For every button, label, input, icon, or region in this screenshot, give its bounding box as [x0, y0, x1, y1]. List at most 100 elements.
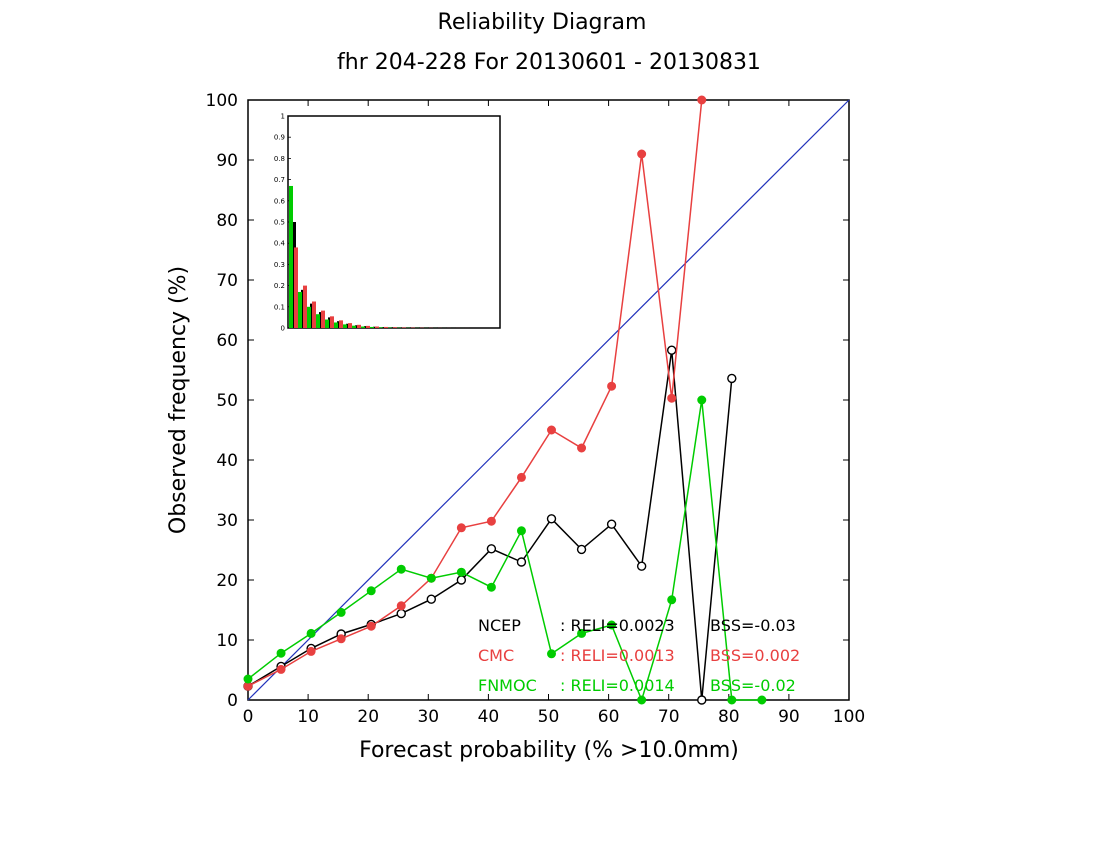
y-tick-label: 0 — [227, 691, 238, 711]
data-point-cmc — [396, 601, 406, 611]
inset-bar-cmc — [357, 324, 361, 328]
chart-subtitle: fhr 204-228 For 20130601 - 20130831 — [337, 50, 761, 75]
series-line-fnmoc — [247, 399, 762, 703]
inset-bar-cmc — [303, 285, 307, 328]
y-tick-label: 30 — [216, 511, 238, 531]
inset-y-tick-label: 0.2 — [274, 282, 285, 290]
data-point-cmc — [637, 149, 647, 159]
stats-reli-cmc: : RELI=0.0013 — [560, 646, 675, 665]
y-tick-label: 40 — [216, 451, 238, 471]
data-point-fnmoc — [456, 567, 466, 577]
stats-reli-ncep: : RELI=0.0023 — [560, 616, 675, 635]
inset-bar-fnmoc — [289, 185, 293, 328]
inset-y-tick-label: 1 — [281, 113, 285, 121]
y-tick-label: 70 — [216, 271, 238, 291]
inset-bar-fnmoc — [316, 314, 320, 328]
data-point-cmc — [336, 634, 346, 644]
x-tick-label: 60 — [598, 707, 620, 727]
inset-y-tick-label: 0.3 — [274, 261, 285, 269]
inset-y-tick-label: 0.5 — [274, 219, 285, 227]
x-tick-label: 50 — [538, 707, 560, 727]
inset-bar-cmc — [375, 326, 379, 328]
data-point-ncep — [396, 608, 406, 619]
data-point-fnmoc — [577, 628, 587, 638]
inset-y-tick-label: 0.1 — [274, 303, 285, 311]
y-tick-label: 80 — [216, 211, 238, 231]
data-point-fnmoc — [276, 648, 286, 658]
inset-bar-fnmoc — [352, 325, 356, 328]
x-axis-label: Forecast probability (% >10.0mm) — [359, 738, 739, 763]
x-tick-label: 20 — [357, 707, 379, 727]
inset-bar-cmc — [312, 301, 316, 328]
data-point-ncep — [456, 575, 467, 585]
inset-bar-cmc — [321, 310, 325, 328]
stats-reli-fnmoc: : RELI=0.0014 — [560, 676, 675, 695]
inset-bar-cmc — [384, 326, 388, 328]
data-point-cmc — [456, 523, 466, 533]
x-tick-label: 0 — [243, 707, 254, 727]
y-tick-label: 90 — [216, 151, 238, 171]
data-point-ncep — [697, 695, 707, 705]
inset-bar-fnmoc — [343, 324, 347, 328]
series-line-cmc — [247, 99, 703, 687]
data-point-fnmoc — [697, 395, 707, 405]
inset-bar-cmc — [294, 247, 298, 328]
data-point-cmc — [366, 621, 376, 631]
x-tick-label: 100 — [833, 707, 865, 727]
data-point-ncep — [667, 345, 677, 355]
inset-y-tick-label: 0.4 — [274, 240, 286, 248]
inset-bar-cmc — [339, 320, 343, 328]
data-point-cmc — [607, 381, 617, 391]
data-point-cmc — [306, 646, 316, 656]
inset-bar-cmc — [402, 327, 406, 328]
stats-model-fnmoc: FNMOC — [478, 676, 537, 695]
data-point-cmc — [276, 664, 286, 674]
data-point-fnmoc — [336, 607, 346, 617]
y-axis-label: Observed frequency (%) — [166, 266, 191, 534]
data-point-ncep — [576, 544, 587, 555]
x-tick-label: 70 — [658, 707, 680, 727]
data-point-ncep — [486, 544, 497, 554]
inset-histogram: 0 0.1 0.2 0.3 0.4 0.5 0.6 0.7 0.8 0.9 1 — [274, 113, 501, 333]
data-point-fnmoc — [486, 582, 496, 592]
data-point-fnmoc — [516, 526, 526, 536]
data-point-fnmoc — [637, 695, 647, 705]
inset-bar-cmc — [366, 325, 370, 328]
data-point-ncep — [636, 561, 647, 571]
data-point-fnmoc — [607, 620, 617, 630]
data-point-fnmoc — [757, 695, 767, 705]
x-tick-label: 90 — [778, 707, 800, 727]
y-tick-label: 100 — [206, 91, 238, 111]
y-tick-label: 60 — [216, 331, 238, 351]
data-point-fnmoc — [396, 564, 406, 574]
data-point-fnmoc — [727, 695, 737, 705]
inset-bar-fnmoc — [361, 326, 365, 328]
stats-legend: NCEP: RELI=0.0023 BSS=-0.03 CMC: RELI=0.00… — [478, 616, 800, 695]
inset-bar-fnmoc — [370, 326, 374, 328]
stats-model-ncep: NCEP — [478, 616, 521, 635]
chart-title: Reliability Diagram — [438, 10, 647, 35]
inset-bar-cmc — [393, 327, 397, 328]
data-point-cmc — [486, 516, 496, 526]
inset-frame — [287, 115, 501, 329]
diagonal-line — [247, 99, 850, 701]
stats-bss-cmc: BSS=0.002 — [710, 646, 800, 665]
inset-y-tick-label: 0.7 — [274, 176, 285, 184]
data-point-ncep — [516, 557, 527, 567]
inset-y-tick-label: 0.8 — [274, 155, 285, 163]
inset-bar-fnmoc — [334, 322, 338, 328]
inset-bar-cmc — [330, 316, 334, 328]
inset-y-tick-label: 0.6 — [274, 197, 286, 205]
inset-bar-fnmoc — [307, 306, 311, 328]
x-tick-label: 10 — [297, 707, 319, 727]
data-point-cmc — [667, 393, 677, 403]
data-point-fnmoc — [366, 586, 376, 596]
x-tick-label: 80 — [718, 707, 740, 727]
x-tick-label: 40 — [478, 707, 500, 727]
data-point-fnmoc — [547, 649, 557, 659]
data-point-fnmoc — [306, 628, 316, 638]
data-point-cmc — [577, 443, 587, 453]
data-point-fnmoc — [426, 573, 436, 583]
x-tick-label: 30 — [417, 707, 439, 727]
inset-bar-fnmoc — [379, 327, 383, 328]
